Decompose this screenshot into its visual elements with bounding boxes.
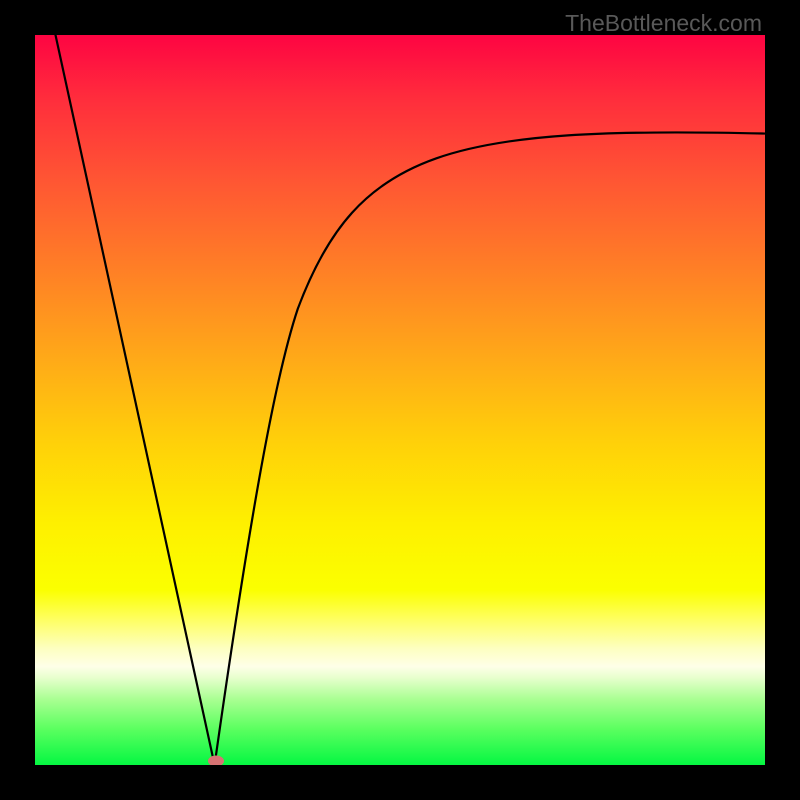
curve-path (46, 35, 765, 765)
bottleneck-curve (35, 35, 765, 765)
vertex-marker (208, 755, 224, 765)
watermark-text: TheBottleneck.com (565, 10, 762, 37)
plot-area (35, 35, 765, 765)
